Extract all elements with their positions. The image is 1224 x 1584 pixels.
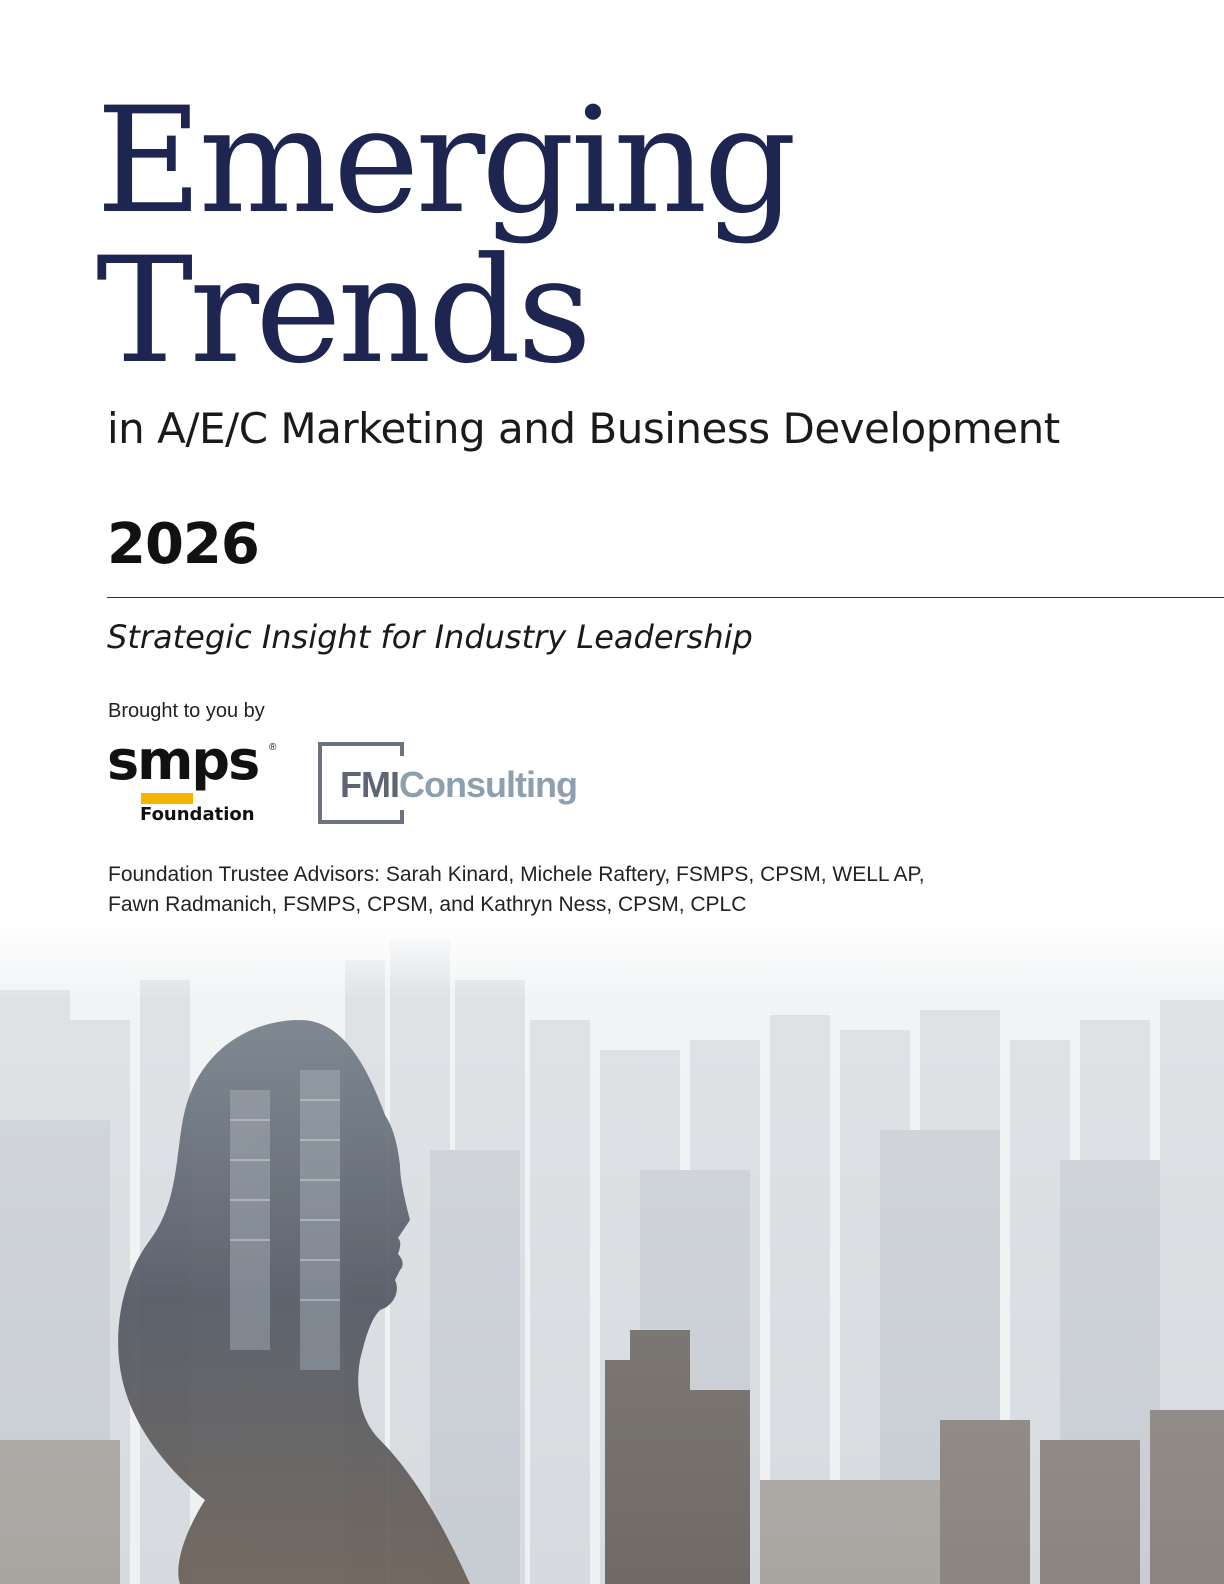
fmi-prefix: FMI bbox=[340, 764, 400, 805]
divider bbox=[107, 597, 1224, 598]
advisors-line-2: Fawn Radmanich, FSMPS, CPSM, and Kathryn… bbox=[108, 893, 747, 916]
report-year: 2026 bbox=[107, 512, 260, 577]
smps-foundation-label: Foundation bbox=[140, 804, 255, 825]
tagline: Strategic Insight for Industry Leadershi… bbox=[107, 618, 753, 656]
fmi-suffix: Consulting bbox=[398, 764, 578, 805]
fmi-wordmark: FMIConsulting bbox=[340, 764, 578, 806]
registered-mark: ® bbox=[269, 742, 277, 753]
advisors-line-1: Foundation Trustee Advisors: Sarah Kinar… bbox=[108, 863, 925, 886]
trustee-advisors: Foundation Trustee Advisors: Sarah Kinar… bbox=[108, 860, 1008, 920]
title-line-1: Emerging bbox=[96, 76, 797, 246]
smps-accent-bar bbox=[141, 793, 193, 804]
brought-to-you-by: Brought to you by bbox=[108, 700, 265, 722]
smps-wordmark: smps bbox=[107, 729, 260, 792]
title-line-2: Trends bbox=[96, 226, 592, 396]
smps-foundation-logo: smps ® Foundation bbox=[107, 734, 279, 832]
subtitle: in A/E/C Marketing and Business Developm… bbox=[107, 404, 1060, 453]
fmi-consulting-logo: FMIConsulting bbox=[318, 742, 608, 824]
cover-photo bbox=[0, 920, 1224, 1584]
fmi-frame-icon bbox=[318, 742, 404, 824]
